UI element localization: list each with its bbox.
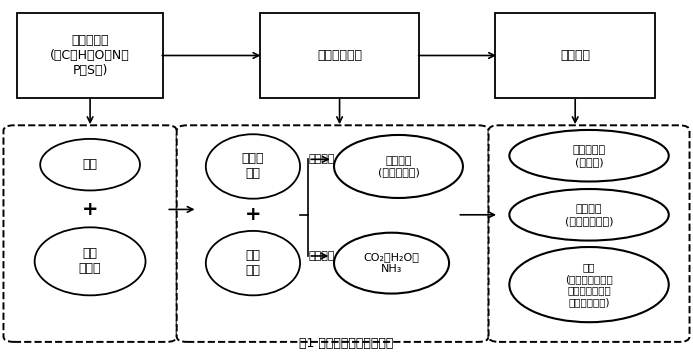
Text: 通风
曝气: 通风 曝气: [245, 249, 261, 277]
Text: 微生物
作用: 微生物 作用: [242, 153, 264, 180]
Text: 图1 污泥堆肥技术工艺流程: 图1 污泥堆肥技术工艺流程: [299, 337, 394, 350]
Text: 堆料有机物
(含C、H、O、N、
P、S等): 堆料有机物 (含C、H、O、N、 P、S等): [50, 34, 130, 77]
Ellipse shape: [334, 135, 463, 198]
FancyBboxPatch shape: [17, 13, 163, 98]
Text: 堆肥腐熟过程: 堆肥腐熟过程: [317, 49, 362, 62]
Ellipse shape: [509, 189, 669, 241]
Ellipse shape: [509, 247, 669, 322]
Ellipse shape: [35, 227, 146, 295]
Text: 堆肥
调理剂: 堆肥 调理剂: [79, 247, 101, 275]
Text: 堆肥产物: 堆肥产物: [560, 49, 590, 62]
Text: CO₂、H₂O、
NH₃: CO₂、H₂O、 NH₃: [364, 252, 419, 274]
Text: +: +: [82, 200, 98, 219]
FancyBboxPatch shape: [260, 13, 419, 98]
Text: 能量
(释放、转化为热
能杀灭致病菌或
提供生物合成): 能量 (释放、转化为热 能杀灭致病菌或 提供生物合成): [565, 262, 613, 307]
FancyBboxPatch shape: [489, 125, 690, 342]
FancyBboxPatch shape: [177, 125, 489, 342]
FancyBboxPatch shape: [495, 13, 655, 98]
Ellipse shape: [206, 134, 300, 199]
Text: 污泥: 污泥: [82, 158, 98, 171]
Text: 分解作用: 分解作用: [308, 251, 335, 261]
Ellipse shape: [206, 231, 300, 295]
Text: 堆肥腐熟料
(腐殖质): 堆肥腐熟料 (腐殖质): [572, 145, 606, 166]
Text: +: +: [245, 205, 261, 224]
Ellipse shape: [334, 233, 449, 294]
Text: 合成作用: 合成作用: [308, 154, 335, 164]
Text: 气体产物
(排入周围环境): 气体产物 (排入周围环境): [565, 204, 613, 226]
Ellipse shape: [509, 130, 669, 182]
Text: 细胞物质
(微生物繁殖): 细胞物质 (微生物繁殖): [378, 156, 419, 177]
FancyBboxPatch shape: [3, 125, 177, 342]
Ellipse shape: [40, 139, 140, 190]
